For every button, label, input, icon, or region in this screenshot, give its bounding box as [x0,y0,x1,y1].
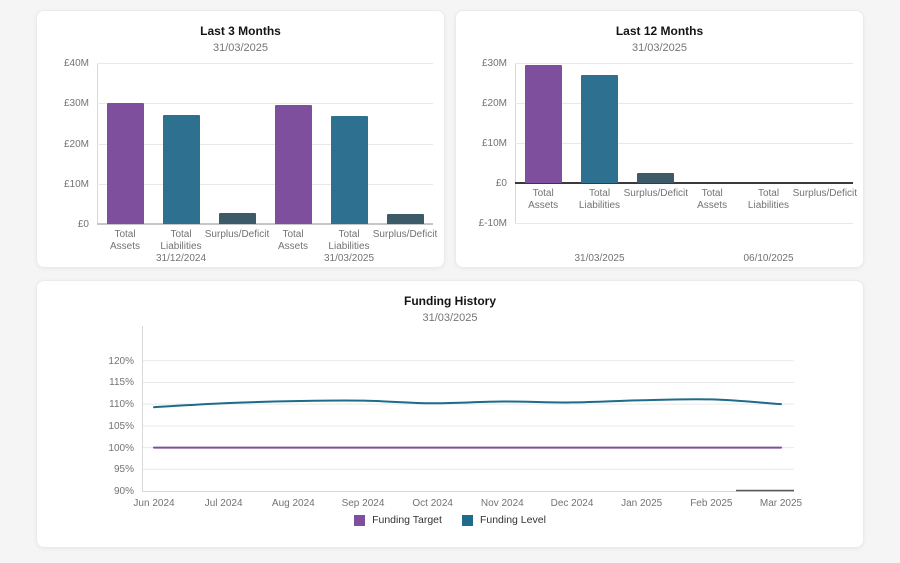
gridline [515,143,853,144]
bar-category-label: Total Assets [528,188,559,211]
zero-gridline [97,223,433,225]
bar-category-label: Surplus/Deficit [372,229,438,240]
bar-category-label: Total Liabilities [747,188,790,211]
x-axis-month-label: Dec 2024 [550,498,594,509]
y-axis-tick-label: 120% [108,355,134,367]
y-axis-tick-label: 95% [113,464,134,476]
y-axis-tick-label: £20M [481,98,507,109]
chart-legend: Funding Target Funding Level [37,514,863,526]
chart-subtitle-last-12-months: 31/03/2025 [631,42,688,54]
bar-group-date-label: 31/03/2025 [574,253,625,264]
y-axis-tick-label: £0 [495,178,507,189]
bar-surplus-deficit[interactable] [386,213,424,224]
chart-title-funding-history: Funding History [404,294,496,308]
chart-title-last-3-months: Last 3 Months [200,24,281,38]
chart-title-last-12-months: Last 12 Months [615,24,704,38]
y-axis-tick-label: £0 [77,219,89,230]
bar-category-label: Surplus/Deficit [623,188,689,199]
panel-funding-history: Funding History 31/03/2025 Funding Targe… [36,280,864,548]
bar-category-label: Total Liabilities [578,188,621,211]
gridline [515,223,853,224]
y-axis-tick-label: 105% [108,420,134,432]
gridline [97,183,433,185]
gridline [97,63,433,64]
panel-last-3-months: Last 3 Months 31/03/2025 £40M £30M £20M £10… [36,10,445,268]
bar-total-assets[interactable] [106,103,144,224]
legend-item-funding-target[interactable]: Funding Target [354,514,442,526]
x-axis-month-label: Jun 2024 [133,498,175,509]
bar-surplus-deficit[interactable] [637,173,675,183]
bar-category-label: Total Assets [277,229,308,252]
chart-subtitle-last-3-months: 31/03/2025 [212,42,269,54]
y-axis-tick-label: £10M [63,178,89,190]
y-axis-tick-label: £20M [63,138,89,150]
x-axis-month-label: Nov 2024 [480,498,524,509]
x-axis-month-label: Oct 2024 [412,498,453,509]
panel-last-12-months: Last 12 Months 31/03/2025 £30M £20M £10M £0… [455,10,864,268]
y-axis-tick-label: £30M [63,98,89,110]
bar-category-label: Total Liabilities [328,229,370,252]
chart-subtitle-funding-history: 31/03/2025 [422,312,478,324]
series-line-funding-level[interactable] [153,398,782,409]
y-axis-tick-label: 115% [109,377,134,389]
funding-history-plot [142,326,794,492]
gridline [515,63,853,64]
gridline [97,143,433,145]
bar-group-date-label: 31/12/2024 [155,253,207,264]
legend-swatch [461,514,473,526]
legend-label: Funding Level [479,514,546,526]
gridline [97,103,433,105]
legend-swatch [354,514,366,526]
gridline [515,103,853,104]
x-axis-month-label: Feb 2025 [690,498,733,509]
bar-total-assets[interactable] [274,105,312,224]
x-axis-month-label: Jan 2025 [621,498,663,509]
bar-surplus-deficit[interactable] [218,212,256,224]
y-axis-tick-label: 90% [113,486,134,497]
y-axis-tick-label: 100% [108,442,134,454]
legend-item-funding-level[interactable]: Funding Level [461,514,546,526]
y-axis-tick-label: £40M [63,58,89,69]
x-axis-month-label: Sep 2024 [341,498,385,509]
bar-total-liabilities[interactable] [330,116,368,224]
zero-gridline [515,182,853,184]
bar-group-date-label: 06/10/2025 [743,253,794,264]
y-axis-tick-label: £30M [481,58,507,69]
bar-category-label: Total Assets [109,229,140,252]
bar-total-liabilities[interactable] [162,114,200,224]
bar-category-label: Surplus/Deficit [792,188,858,199]
bar-category-label: Total Liabilities [160,229,202,252]
y-axis-line [97,63,98,224]
x-axis-month-label: Mar 2025 [759,498,803,509]
y-axis-tick-label: 110% [109,399,134,411]
bar-group-date-label: 31/03/2025 [323,253,375,264]
y-axis-tick-label: £-10M [478,218,507,229]
x-axis-month-label: Aug 2024 [271,498,315,509]
bar-category-label: Total Assets [697,188,728,211]
bar-total-liabilities[interactable] [581,75,618,183]
bar-category-label: Surplus/Deficit [204,229,270,240]
y-axis-tick-label: £10M [481,138,507,149]
legend-label: Funding Target [372,514,442,526]
bar-total-assets[interactable] [524,64,562,183]
x-axis-month-label: Jul 2024 [204,498,243,509]
